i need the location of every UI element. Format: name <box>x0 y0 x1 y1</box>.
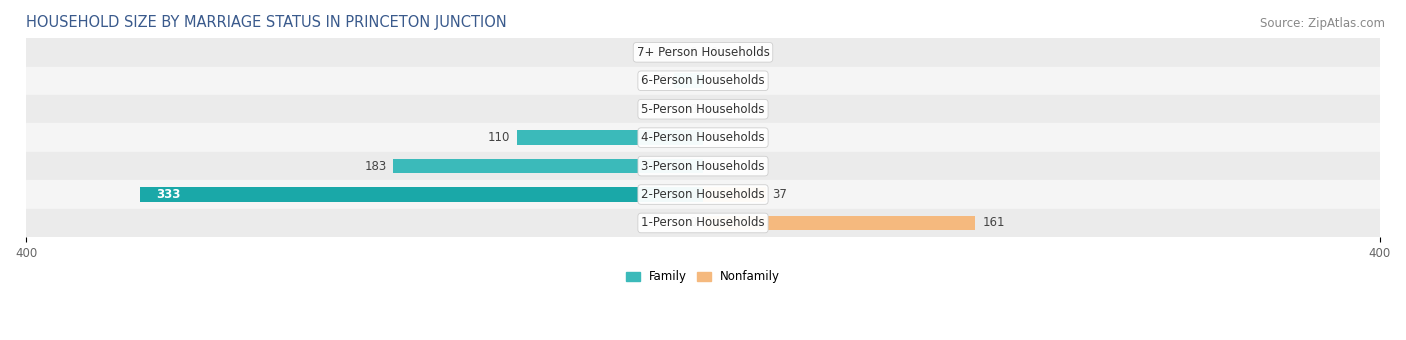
Bar <box>394 159 703 173</box>
Text: 37: 37 <box>772 188 787 201</box>
Text: 0: 0 <box>710 131 717 144</box>
Text: 17: 17 <box>652 74 668 87</box>
Bar <box>703 187 766 202</box>
Bar <box>517 130 703 145</box>
Bar <box>27 95 1379 123</box>
Text: 0: 0 <box>689 46 696 59</box>
Bar <box>27 152 1379 180</box>
Text: 0: 0 <box>689 103 696 116</box>
Text: 3-Person Households: 3-Person Households <box>641 159 765 173</box>
Text: 0: 0 <box>710 103 717 116</box>
Bar <box>703 216 976 231</box>
Text: 5-Person Households: 5-Person Households <box>641 103 765 116</box>
Text: 0: 0 <box>689 217 696 230</box>
Bar <box>27 38 1379 67</box>
Text: 7+ Person Households: 7+ Person Households <box>637 46 769 59</box>
Text: 1-Person Households: 1-Person Households <box>641 217 765 230</box>
Bar <box>27 180 1379 209</box>
Text: HOUSEHOLD SIZE BY MARRIAGE STATUS IN PRINCETON JUNCTION: HOUSEHOLD SIZE BY MARRIAGE STATUS IN PRI… <box>27 15 508 30</box>
Legend: Family, Nonfamily: Family, Nonfamily <box>621 267 785 287</box>
Text: 183: 183 <box>364 159 387 173</box>
Bar <box>27 123 1379 152</box>
Text: 110: 110 <box>488 131 510 144</box>
Text: 0: 0 <box>710 74 717 87</box>
Bar <box>675 73 703 88</box>
Bar <box>27 209 1379 237</box>
Bar <box>139 187 703 202</box>
Text: 2-Person Households: 2-Person Households <box>641 188 765 201</box>
Text: Source: ZipAtlas.com: Source: ZipAtlas.com <box>1260 17 1385 30</box>
Bar <box>27 67 1379 95</box>
Text: 333: 333 <box>156 188 181 201</box>
Text: 0: 0 <box>710 159 717 173</box>
Text: 4-Person Households: 4-Person Households <box>641 131 765 144</box>
Text: 0: 0 <box>710 46 717 59</box>
Text: 6-Person Households: 6-Person Households <box>641 74 765 87</box>
Text: 161: 161 <box>983 217 1005 230</box>
